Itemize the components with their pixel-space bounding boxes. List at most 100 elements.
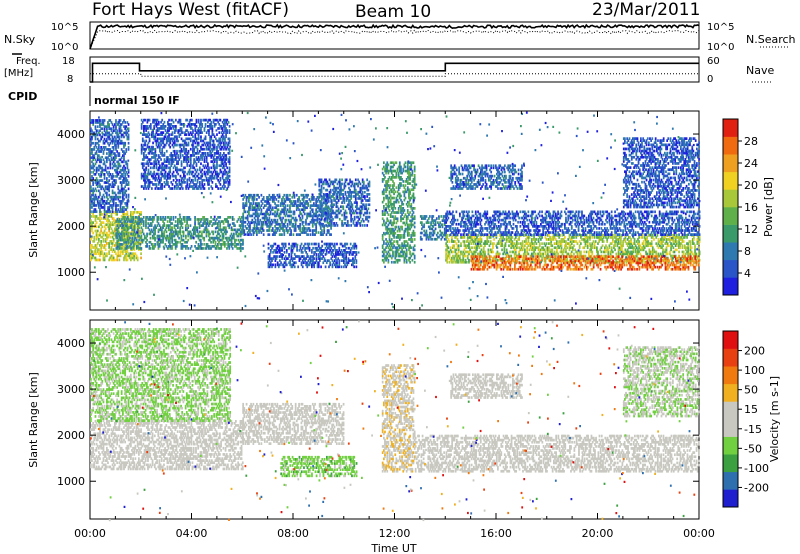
heatmap-cell [212,139,215,143]
heatmap-cell [169,137,172,141]
heatmap-cell [171,131,174,134]
heatmap-cell [171,162,174,166]
heatmap-cell [122,141,124,145]
heatmap-cell [146,135,149,139]
heatmap-cell [123,206,125,209]
heatmap-cell [91,256,93,260]
heatmap-cell [236,220,239,223]
heatmap-cell [184,181,186,184]
heatmap-cell [98,148,100,151]
heatmap-cell [114,158,116,162]
heatmap-cell [98,195,100,199]
heatmap-cell [123,156,125,160]
heatmap-cell [163,230,166,234]
heatmap-cell [90,121,92,124]
heatmap-cell [108,119,111,122]
heatmap-cell [151,245,154,248]
heatmap-cell [215,236,218,240]
heatmap-cell [116,160,119,164]
heatmap-cell [312,246,314,250]
heatmap-cell [146,133,149,136]
heatmap-cell [128,223,131,227]
heatmap-cell [116,168,119,172]
heatmap-cell [118,220,121,223]
heatmap-cell [277,204,280,207]
heatmap-cell [130,211,132,214]
heatmap-cell [191,118,193,122]
heatmap-cell [92,131,95,135]
heatmap-cell [156,216,159,219]
heatmap-cell [244,220,247,224]
heatmap-cell [159,226,162,230]
heatmap-cell [137,224,139,227]
heatmap-cell [96,156,99,160]
heatmap-cell [94,223,97,227]
heatmap-cell [203,178,206,182]
heatmap-cell [118,154,121,157]
heatmap-cell [294,200,297,203]
heatmap-cell [143,178,145,182]
heatmap-cell [99,244,101,247]
heatmap-cell [156,145,159,149]
heatmap-cell [90,195,92,199]
heatmap-cell [92,221,95,224]
heatmap-cell [239,218,242,221]
heatmap-cell [118,224,121,227]
heatmap-cell [91,221,93,224]
heatmap-cell [117,226,120,230]
heatmap-cell [95,170,98,174]
heatmap-cell [100,246,103,249]
heatmap-cell [106,185,108,189]
heatmap-cell [109,173,112,176]
heatmap-cell [308,242,311,246]
heatmap-cell [327,229,330,232]
heatmap-cell [293,265,296,269]
heatmap-cell [179,154,182,157]
heatmap-cell [326,188,329,192]
heatmap-cell [111,177,114,180]
heatmap-cell [149,172,152,176]
heatmap-cell [101,231,104,235]
heatmap-cell [108,148,111,151]
heatmap-cell [177,218,179,221]
heatmap-cell [100,223,103,227]
heatmap-cell [163,164,166,168]
heatmap-cell [119,210,122,213]
heatmap-cell [99,213,101,216]
heatmap-cell [228,243,231,246]
heatmap-cell [146,156,149,159]
heatmap-cell [228,137,231,141]
heatmap-cell [277,200,280,203]
heatmap-cell [228,245,231,248]
heatmap-cell [94,119,97,122]
heatmap-cell [115,193,117,197]
heatmap-cell [96,181,99,184]
heatmap-cell [98,119,100,122]
heatmap-cell [186,218,188,221]
heatmap-cell [338,246,341,250]
heatmap-cell [154,245,156,248]
heatmap-cell [165,158,168,161]
heatmap-cell [112,204,115,207]
heatmap-cell [119,125,122,128]
heatmap-cell [115,164,117,168]
heatmap-cell [124,224,127,227]
heatmap-cell [332,217,334,221]
heatmap-cell [137,220,139,223]
heatmap-cell [149,125,152,128]
heatmap-cell [126,220,129,223]
heatmap-cell [167,120,169,124]
heatmap-cell [125,218,128,221]
heatmap-cell [239,220,242,223]
heatmap-cell [108,143,111,147]
cpid-value: normal 150 IF [94,94,180,107]
heatmap-cell [196,147,199,151]
heatmap-cell [103,148,106,151]
heatmap-cell [181,181,184,184]
heatmap-cell [121,238,123,242]
heatmap-cell [135,254,138,258]
heatmap-cell [126,254,129,258]
heatmap-cell [126,228,129,232]
heatmap-cell [160,166,162,170]
heatmap-cell [90,199,92,203]
